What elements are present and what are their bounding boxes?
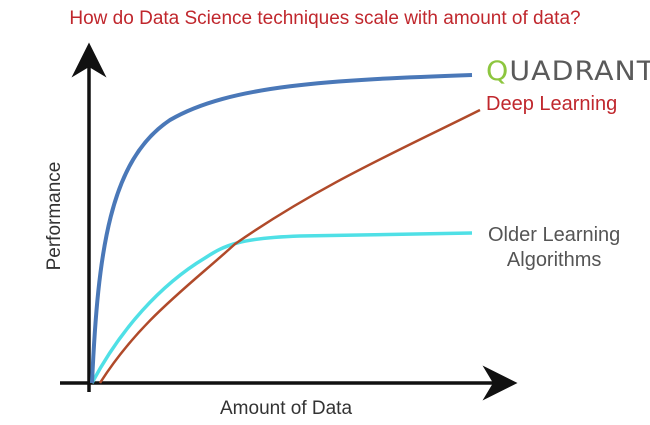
quadrant-logo: QUADRANT [486,56,650,87]
older-learning-curve [90,231,473,384]
older-learning-label: Older Learning Algorithms [488,224,621,271]
x-axis-label: Amount of Data [220,398,353,419]
deep-learning-curve [98,108,481,384]
quadrant-curve [90,73,473,384]
y-axis-label: Performance [44,161,65,271]
diagram-title: How do Data Science techniques scale wit… [69,8,581,29]
deep-learning-label: Deep Learning [486,93,618,115]
